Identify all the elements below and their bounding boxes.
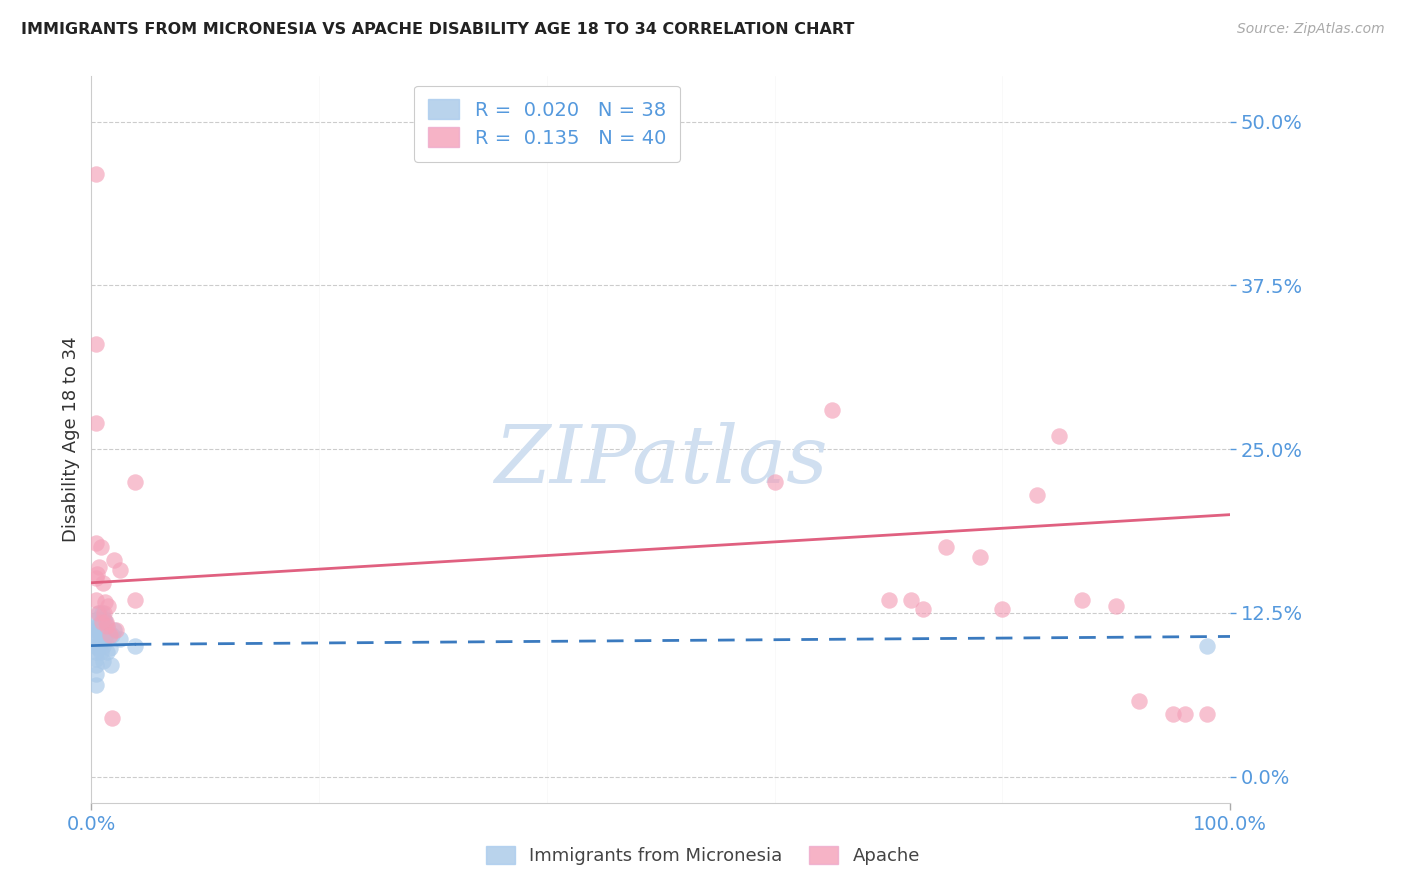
- Point: [124, 475, 146, 489]
- Point: [84, 658, 107, 673]
- Y-axis label: Disability Age 18 to 34: Disability Age 18 to 34: [62, 336, 80, 542]
- Point: [91, 639, 114, 653]
- Point: [87, 641, 110, 656]
- Point: [84, 416, 107, 430]
- Point: [93, 606, 115, 620]
- Point: [1197, 639, 1219, 653]
- Text: IMMIGRANTS FROM MICRONESIA VS APACHE DISABILITY AGE 18 TO 34 CORRELATION CHART: IMMIGRANTS FROM MICRONESIA VS APACHE DIS…: [21, 22, 855, 37]
- Point: [101, 711, 124, 725]
- Point: [1197, 706, 1219, 721]
- Point: [96, 628, 118, 642]
- Point: [96, 645, 118, 659]
- Point: [84, 619, 107, 633]
- Point: [96, 619, 118, 633]
- Point: [1025, 488, 1047, 502]
- Point: [86, 566, 108, 581]
- Text: ZIPatlas: ZIPatlas: [494, 423, 828, 500]
- Point: [108, 632, 131, 646]
- Point: [969, 549, 991, 564]
- Point: [84, 645, 107, 659]
- Legend: Immigrants from Micronesia, Apache: Immigrants from Micronesia, Apache: [478, 838, 928, 872]
- Point: [91, 619, 114, 633]
- Point: [84, 651, 107, 665]
- Point: [84, 570, 107, 584]
- Point: [821, 402, 844, 417]
- Point: [103, 623, 125, 637]
- Point: [84, 337, 107, 351]
- Point: [108, 563, 131, 577]
- Point: [90, 628, 112, 642]
- Point: [991, 602, 1014, 616]
- Point: [91, 654, 114, 668]
- Point: [89, 645, 111, 659]
- Point: [89, 541, 111, 555]
- Point: [87, 619, 110, 633]
- Point: [89, 606, 111, 620]
- Point: [103, 553, 125, 567]
- Point: [97, 623, 120, 637]
- Point: [84, 623, 107, 637]
- Point: [84, 592, 107, 607]
- Point: [911, 602, 934, 616]
- Legend: R =  0.020   N = 38, R =  0.135   N = 40: R = 0.020 N = 38, R = 0.135 N = 40: [415, 86, 679, 161]
- Point: [84, 167, 107, 181]
- Point: [1161, 706, 1184, 721]
- Point: [93, 632, 115, 646]
- Point: [93, 612, 115, 626]
- Point: [1128, 693, 1150, 707]
- Point: [101, 628, 124, 642]
- Point: [90, 606, 112, 620]
- Point: [105, 623, 128, 637]
- Point: [90, 615, 112, 629]
- Point: [100, 658, 122, 673]
- Point: [84, 639, 107, 653]
- Point: [89, 615, 111, 629]
- Point: [900, 592, 922, 607]
- Point: [89, 560, 111, 574]
- Point: [124, 639, 146, 653]
- Point: [94, 615, 117, 629]
- Point: [1105, 599, 1128, 614]
- Point: [84, 678, 107, 692]
- Point: [89, 639, 111, 653]
- Point: [97, 599, 120, 614]
- Text: Source: ZipAtlas.com: Source: ZipAtlas.com: [1237, 22, 1385, 37]
- Point: [87, 612, 110, 626]
- Point: [98, 641, 121, 656]
- Point: [94, 595, 117, 609]
- Point: [934, 541, 956, 555]
- Point: [763, 475, 786, 489]
- Point: [1071, 592, 1094, 607]
- Point: [84, 667, 107, 681]
- Point: [124, 592, 146, 607]
- Point: [87, 606, 110, 620]
- Point: [84, 632, 107, 646]
- Point: [89, 628, 111, 642]
- Point: [1174, 706, 1197, 721]
- Point: [89, 623, 111, 637]
- Point: [1047, 429, 1071, 443]
- Point: [84, 628, 107, 642]
- Point: [84, 536, 107, 550]
- Point: [877, 592, 900, 607]
- Point: [87, 628, 110, 642]
- Point: [96, 615, 118, 629]
- Point: [98, 628, 121, 642]
- Point: [91, 575, 114, 590]
